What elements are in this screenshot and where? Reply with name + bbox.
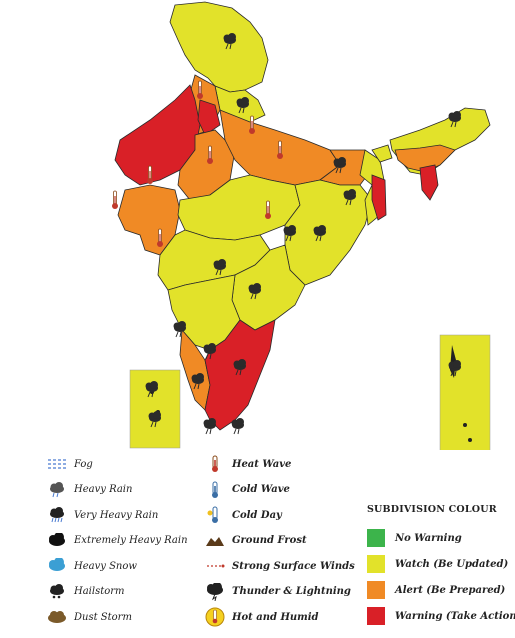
legend-item-extremely-heavy-rain: Extremely Heavy Rain bbox=[46, 531, 188, 551]
legend-item-very-heavy-rain: Very Heavy Rain bbox=[46, 505, 158, 525]
legend-item-heavy-rain: Heavy Rain bbox=[46, 480, 132, 500]
legend-label: Ground Frost bbox=[232, 535, 307, 546]
extremely-heavy-rain-icon bbox=[46, 532, 68, 550]
thunder-lightning-icon bbox=[204, 582, 226, 601]
cold-wave-icon bbox=[204, 481, 226, 499]
color-swatch bbox=[367, 607, 385, 625]
subdivision-item: Watch (Be Updated) bbox=[367, 554, 508, 574]
subdivision-label: Alert (Be Prepared) bbox=[395, 584, 506, 596]
color-swatch bbox=[367, 581, 385, 599]
ground-frost-icon bbox=[204, 532, 226, 550]
legend-item-strong-surface-winds: Strong Surface Winds bbox=[204, 556, 355, 576]
legend-label: Hot and Humid bbox=[232, 611, 319, 623]
legend-label: Heavy Snow bbox=[74, 560, 137, 572]
legend-label: Strong Surface Winds bbox=[232, 560, 355, 572]
legend-label: Cold Day bbox=[232, 509, 282, 521]
very-heavy-rain-icon bbox=[46, 506, 68, 524]
color-swatch bbox=[367, 555, 385, 573]
subdivision-item: Alert (Be Prepared) bbox=[367, 580, 505, 600]
hailstorm-icon bbox=[46, 583, 68, 601]
legend-label: Hailstorm bbox=[74, 586, 125, 597]
subdivision-item: Warning (Take Action) bbox=[367, 606, 515, 626]
legend-item-ground-frost: Ground Frost bbox=[204, 531, 307, 551]
legend-item-cold-day: Cold Day bbox=[204, 505, 282, 525]
heat-wave-icon bbox=[204, 455, 226, 473]
subdivision-label: Watch (Be Updated) bbox=[395, 558, 509, 570]
legend-label: Fog bbox=[74, 458, 93, 470]
subdivision-item: No Warning bbox=[367, 528, 462, 548]
fog-icon bbox=[46, 455, 68, 473]
legend-item-fog: Fog bbox=[46, 454, 93, 474]
legend-label: Very Heavy Rain bbox=[74, 509, 159, 521]
legend-label: Thunder & Lightning bbox=[232, 586, 351, 597]
heavy-snow-icon bbox=[46, 557, 68, 575]
legend-label: Cold Wave bbox=[232, 484, 290, 495]
legend-item-hot-humid: Hot and Humid bbox=[204, 607, 319, 627]
legend-label: Extremely Heavy Rain bbox=[74, 535, 188, 546]
legend-item-cold-wave: Cold Wave bbox=[204, 480, 290, 500]
dust-storm-icon bbox=[46, 608, 68, 626]
legend-item-thunder-lightning: Thunder & Lightning bbox=[204, 582, 351, 602]
hot-humid-icon bbox=[204, 607, 226, 627]
subdivision-label: Warning (Take Action) bbox=[395, 610, 515, 622]
legend-item-heavy-snow: Heavy Snow bbox=[46, 556, 137, 576]
subdivision-colour-title: SUBDIVISION COLOUR bbox=[367, 504, 497, 515]
legend-label: Heavy Rain bbox=[74, 484, 133, 495]
cold-day-icon bbox=[204, 506, 226, 524]
legend-item-dust-storm: Dust Storm bbox=[46, 607, 132, 627]
legend-label: Heat Wave bbox=[232, 458, 292, 470]
strong-surface-winds-icon bbox=[204, 557, 226, 575]
heavy-rain-icon bbox=[46, 481, 68, 499]
legend-item-heat-wave: Heat Wave bbox=[204, 454, 291, 474]
india-warning-map bbox=[111, 1, 491, 450]
color-swatch bbox=[367, 529, 385, 547]
legend-item-hailstorm: Hailstorm bbox=[46, 582, 125, 602]
legend-label: Dust Storm bbox=[74, 611, 132, 623]
subdivision-label: No Warning bbox=[395, 532, 462, 544]
